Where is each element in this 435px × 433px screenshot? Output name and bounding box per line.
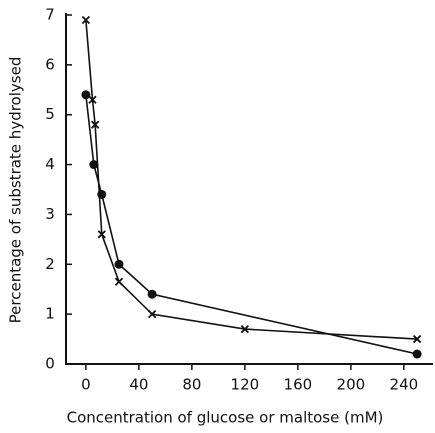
point xyxy=(81,90,91,100)
point xyxy=(412,334,422,344)
y-tick-label: 2 xyxy=(45,255,55,273)
x-axis-label: Concentration of glucose or maltose (mM) xyxy=(67,409,384,427)
series-line xyxy=(85,94,418,355)
x-tick-label: 0 xyxy=(81,376,91,394)
y-tick-label: 1 xyxy=(45,305,55,323)
x-tick-label: 40 xyxy=(129,376,148,394)
point xyxy=(91,120,100,129)
y-tick-label: 3 xyxy=(45,205,55,223)
point xyxy=(114,259,124,269)
y-tick-label: 0 xyxy=(45,355,55,373)
x-tick-label: 120 xyxy=(231,376,260,394)
point xyxy=(240,324,249,334)
x-tick-label: 160 xyxy=(284,376,313,394)
point xyxy=(147,289,157,299)
point xyxy=(88,95,97,104)
x-tick-label: 80 xyxy=(182,376,201,394)
x-tick-label: 240 xyxy=(390,376,419,394)
y-tick-label: 5 xyxy=(45,105,55,123)
point xyxy=(114,277,124,286)
point xyxy=(147,310,157,319)
y-axis-label: Percentage of substrate hydrolysed xyxy=(7,57,25,324)
point xyxy=(89,160,99,170)
point xyxy=(97,230,106,239)
point xyxy=(81,15,91,25)
point xyxy=(412,349,422,359)
y-tick-label: 4 xyxy=(45,155,55,173)
series-line xyxy=(85,19,418,340)
y-tick-label: 6 xyxy=(45,55,55,73)
x-tick-label: 200 xyxy=(337,376,366,394)
y-tick-label: 7 xyxy=(45,6,55,24)
